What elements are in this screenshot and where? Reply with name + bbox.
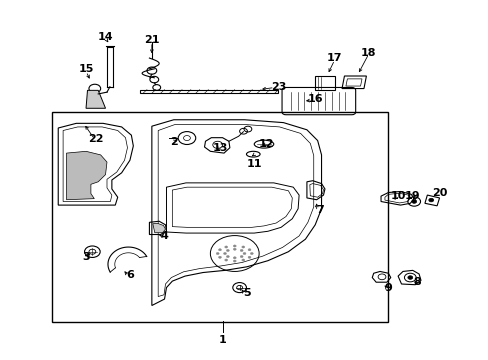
Circle shape <box>224 259 227 261</box>
Text: 2: 2 <box>169 138 177 147</box>
Circle shape <box>233 260 236 262</box>
Text: 21: 21 <box>144 35 159 45</box>
Text: 22: 22 <box>88 134 103 144</box>
Bar <box>52 112 387 321</box>
Text: 6: 6 <box>126 270 134 280</box>
Text: 18: 18 <box>360 48 376 58</box>
Text: 3: 3 <box>82 252 90 262</box>
Circle shape <box>428 198 433 202</box>
Circle shape <box>250 252 253 255</box>
Text: 15: 15 <box>78 64 94 74</box>
Text: 17: 17 <box>326 53 342 63</box>
Circle shape <box>242 259 244 261</box>
Polygon shape <box>86 90 105 108</box>
Text: 19: 19 <box>404 191 420 201</box>
Circle shape <box>233 245 236 247</box>
Circle shape <box>240 256 243 258</box>
Text: 1: 1 <box>218 334 226 345</box>
Circle shape <box>242 246 244 248</box>
Text: 10: 10 <box>389 191 405 201</box>
Circle shape <box>243 252 245 255</box>
Polygon shape <box>66 151 107 200</box>
Circle shape <box>216 252 219 255</box>
Circle shape <box>233 257 236 259</box>
Text: 12: 12 <box>258 139 274 149</box>
Circle shape <box>223 252 226 255</box>
Text: 7: 7 <box>316 206 323 216</box>
Circle shape <box>226 256 229 258</box>
Circle shape <box>247 249 250 251</box>
Text: 13: 13 <box>212 143 227 153</box>
Circle shape <box>224 246 227 248</box>
Circle shape <box>407 276 412 279</box>
Text: 8: 8 <box>413 277 421 287</box>
Text: 9: 9 <box>384 283 391 293</box>
Text: 23: 23 <box>270 82 286 92</box>
Polygon shape <box>153 224 165 233</box>
Text: 5: 5 <box>243 288 250 298</box>
Circle shape <box>411 200 416 203</box>
Circle shape <box>226 249 229 252</box>
Circle shape <box>247 256 250 258</box>
Text: 11: 11 <box>246 159 262 169</box>
Circle shape <box>218 256 221 258</box>
Circle shape <box>233 248 236 250</box>
Text: 4: 4 <box>160 231 168 240</box>
Text: 16: 16 <box>307 94 323 104</box>
Text: 20: 20 <box>431 188 447 198</box>
Text: 14: 14 <box>98 32 113 41</box>
Circle shape <box>218 249 221 251</box>
Circle shape <box>240 249 243 252</box>
